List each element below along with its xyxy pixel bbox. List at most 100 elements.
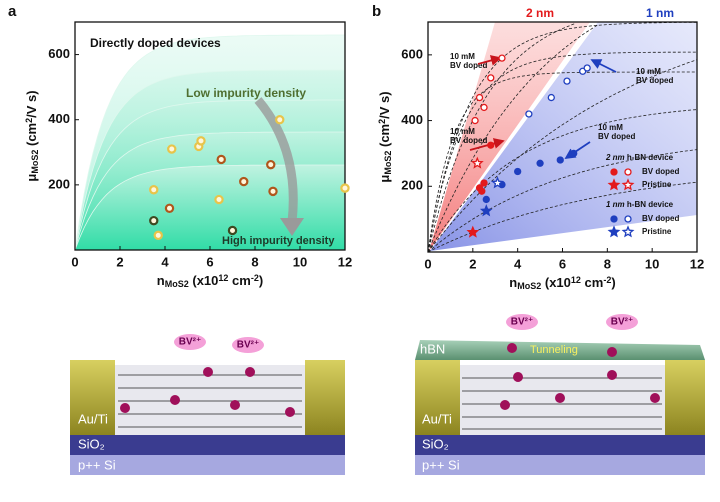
axis-label-part: 12 (218, 273, 228, 283)
legend-star (607, 178, 621, 191)
axis-label-part: μ (24, 174, 39, 182)
x-tick-label: 0 (424, 256, 431, 271)
point (480, 179, 488, 187)
hbn-slab (415, 340, 705, 360)
point (498, 54, 506, 62)
device-left: BV²⁺ BV²⁺ Au/Ti SiO₂ p++ Si (70, 334, 345, 475)
point (547, 93, 555, 102)
fit-curve (427, 181, 698, 253)
point (583, 64, 591, 72)
oxide-label: SiO₂ (422, 436, 449, 451)
legend-dot (624, 168, 632, 176)
fit-curve (427, 51, 697, 253)
point-star (470, 156, 484, 169)
axis-label-part: MoS2 (517, 281, 541, 291)
dopant-cloud (506, 314, 538, 330)
annotation: High impurity density (222, 235, 335, 247)
band-label: 1 nm (646, 6, 674, 20)
electrons (500, 343, 660, 410)
legend-dot (610, 168, 618, 176)
y-tick-label: 400 (401, 112, 423, 127)
axis-label-part: n (157, 273, 165, 288)
dopant-cloud (232, 337, 264, 353)
axis-label-part: /V s) (377, 91, 392, 118)
point (275, 115, 285, 125)
point (266, 159, 276, 170)
substrate-slab (70, 455, 345, 475)
point (167, 144, 177, 154)
annotation: BV doped (450, 61, 487, 70)
point (227, 225, 238, 236)
tunneling-label: Tunneling (530, 344, 578, 356)
trend-arrow-head (280, 218, 304, 236)
axis-label-part: ) (611, 275, 615, 290)
oxide-label: SiO₂ (78, 436, 105, 451)
band-2nm (429, 22, 590, 251)
contact (415, 360, 460, 435)
axis-label-part: (cm (24, 123, 39, 150)
fit-curve (427, 109, 698, 253)
axis-label-part: cm (228, 273, 250, 288)
legend-label: BV doped (642, 167, 679, 176)
point (514, 167, 522, 176)
axis-label-part: (cm (377, 124, 392, 151)
axis-label-part: MoS2 (165, 279, 189, 289)
annotation-arrow (590, 59, 617, 73)
legend-title-rest: h-BN device (625, 200, 674, 209)
point (478, 187, 486, 195)
point (475, 93, 484, 102)
dopant-cloud (606, 314, 638, 330)
x-tick-label: 2 (469, 256, 476, 271)
substrate-label: p++ Si (422, 457, 460, 472)
axis-label-part: MoS2 (383, 151, 393, 175)
axis-label-part: μ (377, 175, 392, 183)
contact (305, 360, 345, 435)
x-tick-label: 10 (293, 254, 307, 269)
point-star (491, 176, 504, 189)
oxide-slab (415, 435, 705, 455)
annotation: 10 mM (636, 67, 661, 76)
axis-label-part: cm (581, 275, 603, 290)
point (149, 215, 159, 226)
fit-curve (427, 22, 577, 253)
point-star (479, 204, 493, 217)
y-tick-label: 600 (401, 46, 423, 61)
annotation: 10 mM (450, 127, 475, 136)
legend-dot (624, 215, 632, 223)
annotation-arrow (477, 55, 502, 66)
fit-curve (427, 71, 697, 253)
legend-title-rest: h-BN device (625, 153, 674, 162)
point (216, 154, 226, 165)
annotation: 10 mM (598, 123, 623, 132)
annotation: Low impurity density (186, 86, 306, 100)
legend-star (621, 178, 635, 191)
y-tick-label: 200 (48, 176, 70, 191)
axis-label-part: n (509, 275, 517, 290)
legend-title: 1 nm h-BN device (606, 200, 674, 209)
annotation-arrow (564, 141, 591, 159)
point (239, 176, 249, 187)
axis-label-part: 2 (24, 118, 34, 123)
point-star (466, 225, 480, 238)
impurity-region (74, 164, 346, 251)
legend-dot (610, 215, 618, 223)
y-tick-label: 400 (48, 111, 70, 126)
y-tick-label: 600 (48, 46, 70, 61)
device-right: BV²⁺ BV²⁺ hBN Tunneling Au/Ti SiO₂ p++ S… (415, 314, 705, 475)
x-tick-label: 4 (161, 254, 169, 269)
point (487, 141, 495, 149)
x-tick-label: 2 (116, 254, 123, 269)
dopant-cloud (174, 334, 206, 350)
axis-label-part: /V s) (24, 90, 39, 117)
legend-title-em: 2 nm (605, 153, 625, 162)
point (525, 110, 533, 118)
chart: 0 2 4 6 8 10 12 200 400 600 Directly doped devices… (48, 21, 352, 269)
axis-label: μMoS2 (cm2/V s) (377, 91, 393, 182)
contact (70, 360, 115, 435)
legend-star (621, 225, 635, 238)
hbn-label: hBN (420, 341, 445, 356)
annotation: BV doped (636, 76, 673, 85)
axis-label: nMoS2 (x1012 cm-2) (157, 273, 263, 289)
axis-label-part: 2 (377, 119, 387, 124)
